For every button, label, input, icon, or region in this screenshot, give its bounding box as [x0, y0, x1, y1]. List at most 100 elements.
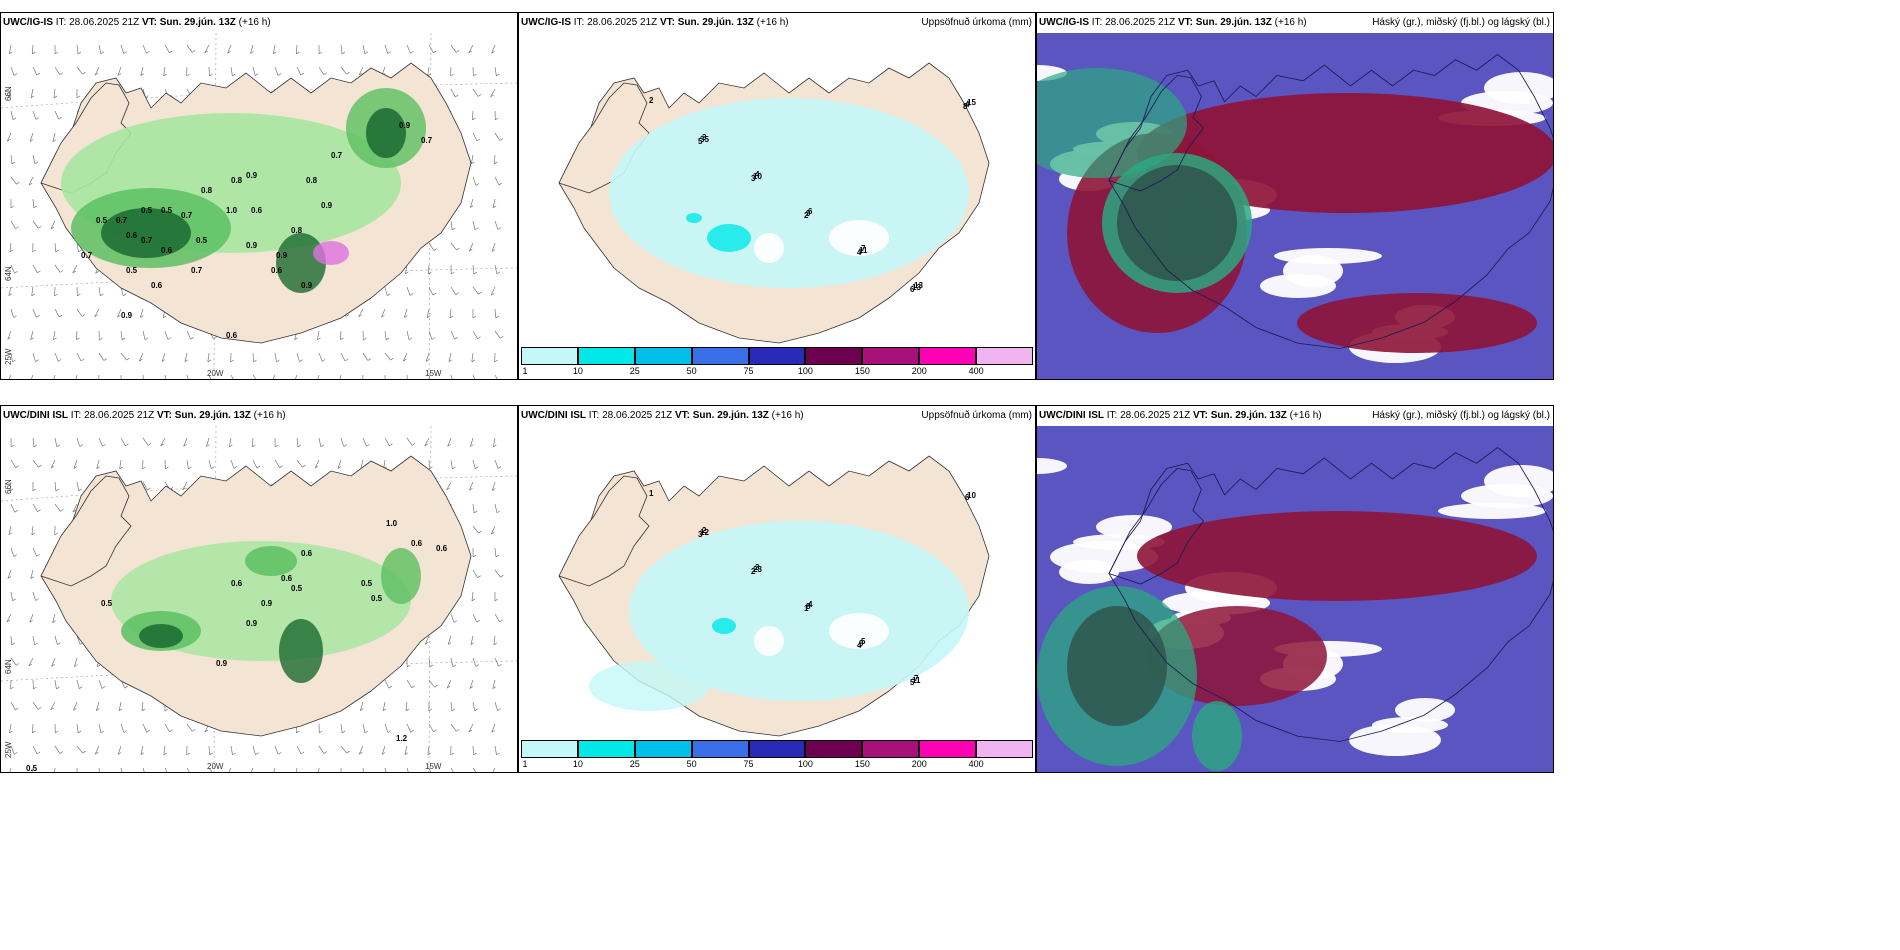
field-blob [829, 220, 889, 256]
lead-time: (+16 h) [1289, 410, 1322, 421]
mid-cloud [1297, 293, 1537, 353]
field-blob [139, 624, 183, 648]
colorbar-label: 10 [572, 366, 583, 376]
wind-map: 0.90.70.90.80.70.60.50.90.80.80.70.70.60… [1, 33, 517, 379]
field-blob [629, 521, 969, 701]
value-label: 1.0 [226, 206, 238, 215]
lead-time: (+16 h) [756, 17, 789, 28]
field-blob [366, 108, 406, 158]
value-label: 0.5 [196, 236, 208, 245]
value-label: 2 [649, 96, 654, 105]
vt-label: VT: [1177, 17, 1193, 28]
value-label: 3 [698, 530, 703, 539]
it-label: IT: [573, 17, 585, 28]
model-name: UWC/DINI ISL [1039, 410, 1104, 421]
colorbar-swatch [577, 347, 635, 365]
value-label: 0.5 [126, 266, 138, 275]
colorbar-swatch [862, 740, 920, 758]
value-label: 13 [914, 281, 923, 290]
value-label: 0.8 [201, 186, 213, 195]
lead-time: (+16 h) [771, 410, 804, 421]
value-label: 0.6 [411, 539, 423, 548]
field-blob [829, 613, 889, 649]
value-label: 0.7 [116, 216, 128, 225]
model-name: UWC/IG-IS [3, 17, 53, 28]
colorbar-label: 400 [968, 759, 984, 769]
value-label: 13 [912, 283, 921, 292]
value-label: 6 [910, 285, 915, 294]
field-blob [101, 208, 191, 258]
field-blob [245, 546, 297, 576]
value-label: 5 [910, 678, 915, 687]
colorbar-label: 10 [572, 759, 583, 769]
panel-header: UWC/DINI ISL IT: 28.06.2025 21Z VT: Sun.… [519, 406, 1035, 426]
colorbar-swatch [691, 347, 749, 365]
value-label: 15 [967, 98, 976, 107]
colorbar-label: 25 [629, 759, 640, 769]
field-blob [712, 618, 736, 634]
colorbar-swatch [976, 740, 1033, 758]
panel-header: UWC/DINI ISL IT: 28.06.2025 21Z VT: Sun.… [1, 406, 517, 426]
vt-label: VT: [659, 17, 675, 28]
lon-15w-label: 15W [425, 762, 442, 771]
value-label: 7 [914, 674, 919, 683]
field-blob [279, 619, 323, 683]
value-label: 8 [806, 602, 811, 611]
value-label: 7 [861, 244, 866, 253]
graticule [1, 33, 517, 379]
field-blob [313, 241, 349, 265]
value-label: 2 [804, 211, 809, 220]
value-label: 0.8 [291, 226, 303, 235]
lon-25w-label: 25W [4, 348, 13, 365]
value-label: 0.6 [436, 544, 448, 553]
colorbar-label: 200 [911, 366, 927, 376]
value-label: 0.6 [301, 549, 313, 558]
value-label: 6 [808, 207, 813, 216]
panel-title: Háský (gr.), miðský (fj.bl.) og lágský (… [1372, 410, 1550, 421]
value-label: 0.6 [151, 281, 163, 290]
precip-colorbar: 1 10 25 50 75 100 150 200 400 [521, 347, 1033, 377]
value-label: 0.6 [161, 246, 173, 255]
init-time: 28.06.2025 21Z [587, 17, 658, 28]
panel-title: Uppsöfnuð úrkoma (mm) [921, 410, 1032, 421]
high-cloud [1192, 701, 1242, 771]
value-label: 0.9 [246, 619, 258, 628]
value-label: 35 [700, 135, 709, 144]
field-blob [276, 233, 326, 293]
colorbar-label: 75 [743, 759, 754, 769]
value-label: 0.5 [26, 764, 38, 772]
value-label: 4 [965, 100, 970, 109]
value-label: 0.6 [231, 579, 243, 588]
init-time: 28.06.2025 21Z [602, 410, 673, 421]
panel-header: UWC/IG-IS IT: 28.06.2025 21Z VT: Sun. 29… [1037, 13, 1553, 33]
field-blob [754, 233, 784, 263]
clear-sky [1461, 484, 1553, 508]
init-time: 28.06.2025 21Z [69, 17, 140, 28]
value-label: 0.9 [261, 599, 273, 608]
lon-25w-label: 25W [4, 741, 13, 758]
lat-66n-label: 66N [4, 479, 13, 494]
value-label: 0.6 [126, 231, 138, 240]
westfjords-coastline [1108, 468, 1205, 585]
value-label: 0.9 [216, 659, 228, 668]
value-label: 12 [700, 528, 709, 537]
cloud-map [1037, 426, 1553, 772]
field-blob [754, 626, 784, 656]
lat-66n-label: 66N [4, 86, 13, 101]
lat-64n-label: 64N [4, 266, 13, 281]
value-label: 0.7 [331, 151, 343, 160]
lon-20w-label: 20W [207, 762, 224, 771]
cloud-map [1037, 33, 1553, 379]
clear-sky [1037, 458, 1067, 474]
colorbar-label: 150 [854, 366, 870, 376]
field-blob [589, 661, 709, 711]
value-label: 5 [861, 637, 866, 646]
colorbar-swatch [577, 740, 635, 758]
colorbar-swatch [634, 740, 692, 758]
colorbar-label: 150 [854, 759, 870, 769]
value-label: 1 [649, 489, 654, 498]
colorbar-label: 100 [797, 759, 813, 769]
colorbar-label: 100 [797, 366, 813, 376]
wind-panel-top: UWC/IG-IS IT: 28.06.2025 21Z VT: Sun. 29… [0, 12, 518, 380]
value-label: 0.6 [226, 331, 238, 340]
